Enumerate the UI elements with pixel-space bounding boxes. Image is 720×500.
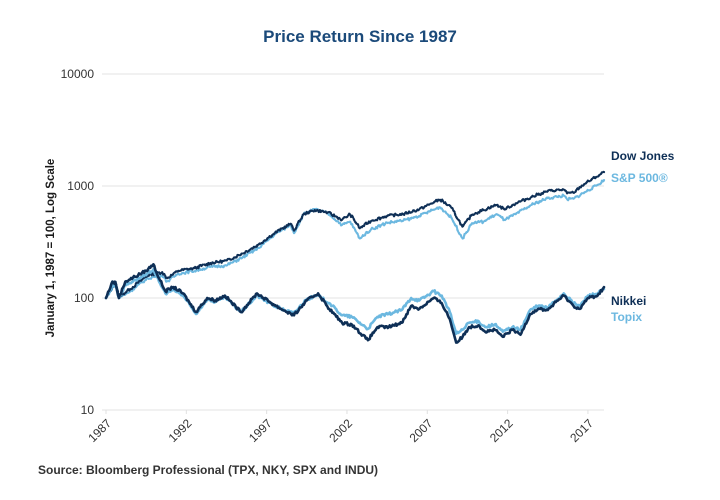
legend-label-s-p-500: S&P 500® — [611, 171, 668, 185]
series-line-nikkei — [104, 263, 606, 344]
y-tick-label: 1000 — [67, 179, 94, 193]
y-tick-label: 10 — [81, 403, 95, 417]
x-tick-label: 1997 — [246, 416, 275, 445]
x-tick-label: 1992 — [166, 416, 195, 445]
y-axis-label: January 1, 1987 = 100, Log Scale — [45, 159, 57, 338]
x-tick-label: 2017 — [567, 416, 596, 445]
series-line-dow-jones — [104, 170, 606, 300]
chart-title: Price Return Since 1987 — [263, 27, 457, 46]
y-tick-label: 10000 — [61, 67, 95, 81]
x-tick-label: 1987 — [85, 416, 114, 445]
source-note: Source: Bloomberg Professional (TPX, NKY… — [38, 463, 378, 477]
x-tick-label: 2012 — [487, 416, 516, 445]
series-line-s-p-500 — [104, 179, 606, 300]
y-tick-label: 100 — [74, 291, 94, 305]
x-tick-label: 2002 — [326, 416, 355, 445]
legend: Dow Jones S&P 500® Nikkei Topix — [611, 149, 675, 324]
gridlines — [102, 73, 604, 411]
legend-label-topix: Topix — [611, 310, 642, 324]
legend-label-nikkei: Nikkei — [611, 294, 646, 308]
x-tick-label: 2007 — [407, 416, 436, 445]
x-axis-ticks: 1987 1992 1997 2002 2007 2012 2017 — [85, 410, 596, 445]
series-lines — [104, 170, 606, 344]
y-axis-ticks: 10000 1000 100 10 — [61, 67, 95, 417]
series-line-topix — [104, 268, 606, 335]
legend-label-dow-jones: Dow Jones — [611, 149, 675, 163]
